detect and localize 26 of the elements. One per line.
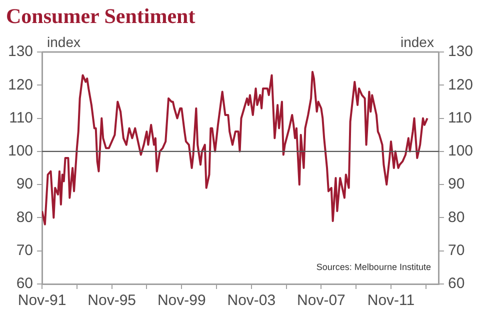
x-tick-label: Nov-91	[18, 292, 66, 310]
y-tick-label: 110	[9, 109, 34, 126]
x-tick-label: Nov-07	[297, 292, 346, 310]
x-tick-label: Nov-11	[367, 292, 415, 310]
x-tick-label: Nov-99	[157, 292, 206, 310]
y2-tick-label: 70	[448, 242, 465, 259]
y-tick-label: 80	[16, 208, 34, 226]
y2-tick-label: 110	[448, 109, 472, 126]
y-tick-label: 60	[16, 275, 34, 292]
y2-axis-title: index	[400, 34, 434, 50]
y2-tick-label: 100	[448, 142, 474, 160]
y2-tick-label: 80	[448, 208, 465, 226]
annotation: Sources: Melbourne Institute	[316, 262, 431, 272]
y-tick-label: 120	[8, 76, 34, 94]
y-tick-label: 100	[8, 142, 34, 160]
y2-tick-label: 90	[448, 176, 465, 193]
y-axis-title: index	[47, 34, 80, 50]
y-tick-label: 70	[16, 242, 34, 259]
y2-tick-label: 60	[448, 275, 465, 292]
y2-tick-label: 120	[448, 76, 474, 94]
x-tick-label: Nov-95	[88, 292, 136, 310]
y-tick-label: 90	[16, 176, 34, 193]
y-tick-label: 130	[8, 43, 34, 60]
chart-title: Consumer Sentiment	[5, 3, 196, 30]
x-tick-label: Nov-03	[227, 292, 276, 310]
y2-tick-label: 130	[448, 43, 474, 60]
